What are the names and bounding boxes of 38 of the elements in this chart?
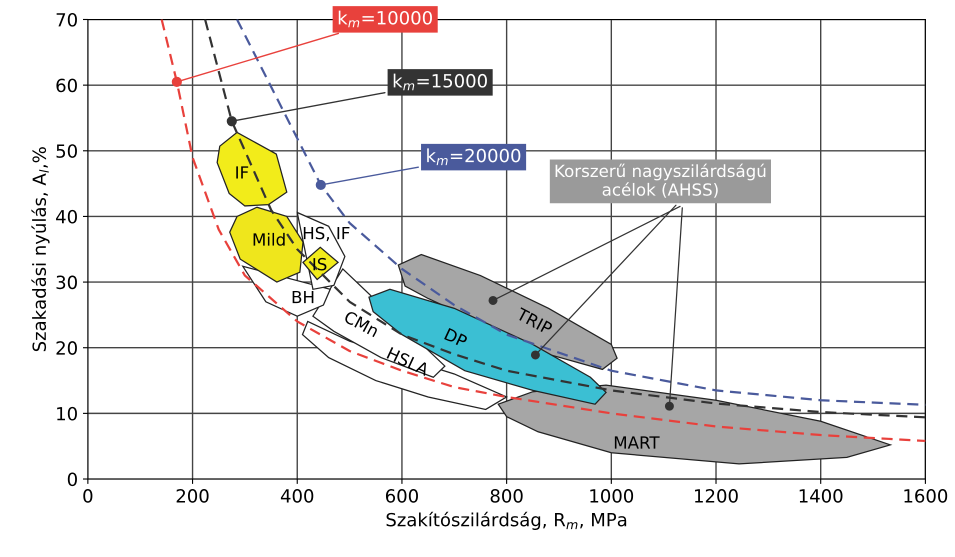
series-label: IF: [236, 166, 248, 179]
y-axis-title: Szakadási nyúlás, A$_{l}$,%: [31, 147, 50, 352]
y-tick-label: 70: [56, 12, 77, 27]
series-label: Mild: [254, 232, 285, 246]
x-tick-label: 1200: [695, 489, 738, 503]
y-tick-label: 20: [56, 341, 77, 355]
point: [530, 350, 540, 360]
series-label: DP: [444, 328, 468, 348]
x-tick-label: 0: [83, 489, 92, 503]
annotation: Korszerű nagyszilárdságú acélok (AHSS): [556, 164, 766, 198]
y-tick-label: 60: [56, 78, 77, 92]
point: [664, 402, 674, 411]
y-tick-label: 30: [56, 276, 77, 290]
series-label: MART: [614, 436, 660, 449]
x-tick-label: 200: [176, 489, 209, 503]
y-tick-label: 10: [57, 406, 77, 420]
y-tick-label: 50: [56, 144, 77, 158]
x-tick-label: 800: [490, 489, 523, 503]
x-tick-label: 400: [280, 489, 314, 503]
annotation: k$_{m}$=10000: [338, 10, 432, 28]
series-label: IS: [314, 258, 326, 270]
point: [172, 76, 182, 87]
point: [226, 116, 237, 126]
x-tick-label: 600: [386, 489, 418, 503]
y-tick-label: 40: [56, 210, 77, 224]
x-axis-title: Szakítószilárdság, R$_{m}$, MPa: [386, 512, 626, 530]
annotation: k$_{m}$=15000: [394, 74, 487, 90]
series-label: CMn: [343, 310, 380, 338]
x-tick-label: 1000: [590, 489, 634, 503]
series-label: BH: [292, 290, 314, 304]
x-tick-label: 1600: [904, 489, 948, 503]
x-tick-label: 1400: [800, 489, 842, 503]
annotation: k$_{m}$=20000: [427, 148, 520, 166]
series-label: TRIP: [515, 307, 554, 335]
series-label: HS, IF: [304, 226, 350, 242]
y-tick-label: 0: [68, 472, 77, 486]
point: [316, 180, 326, 190]
point: [488, 296, 498, 305]
